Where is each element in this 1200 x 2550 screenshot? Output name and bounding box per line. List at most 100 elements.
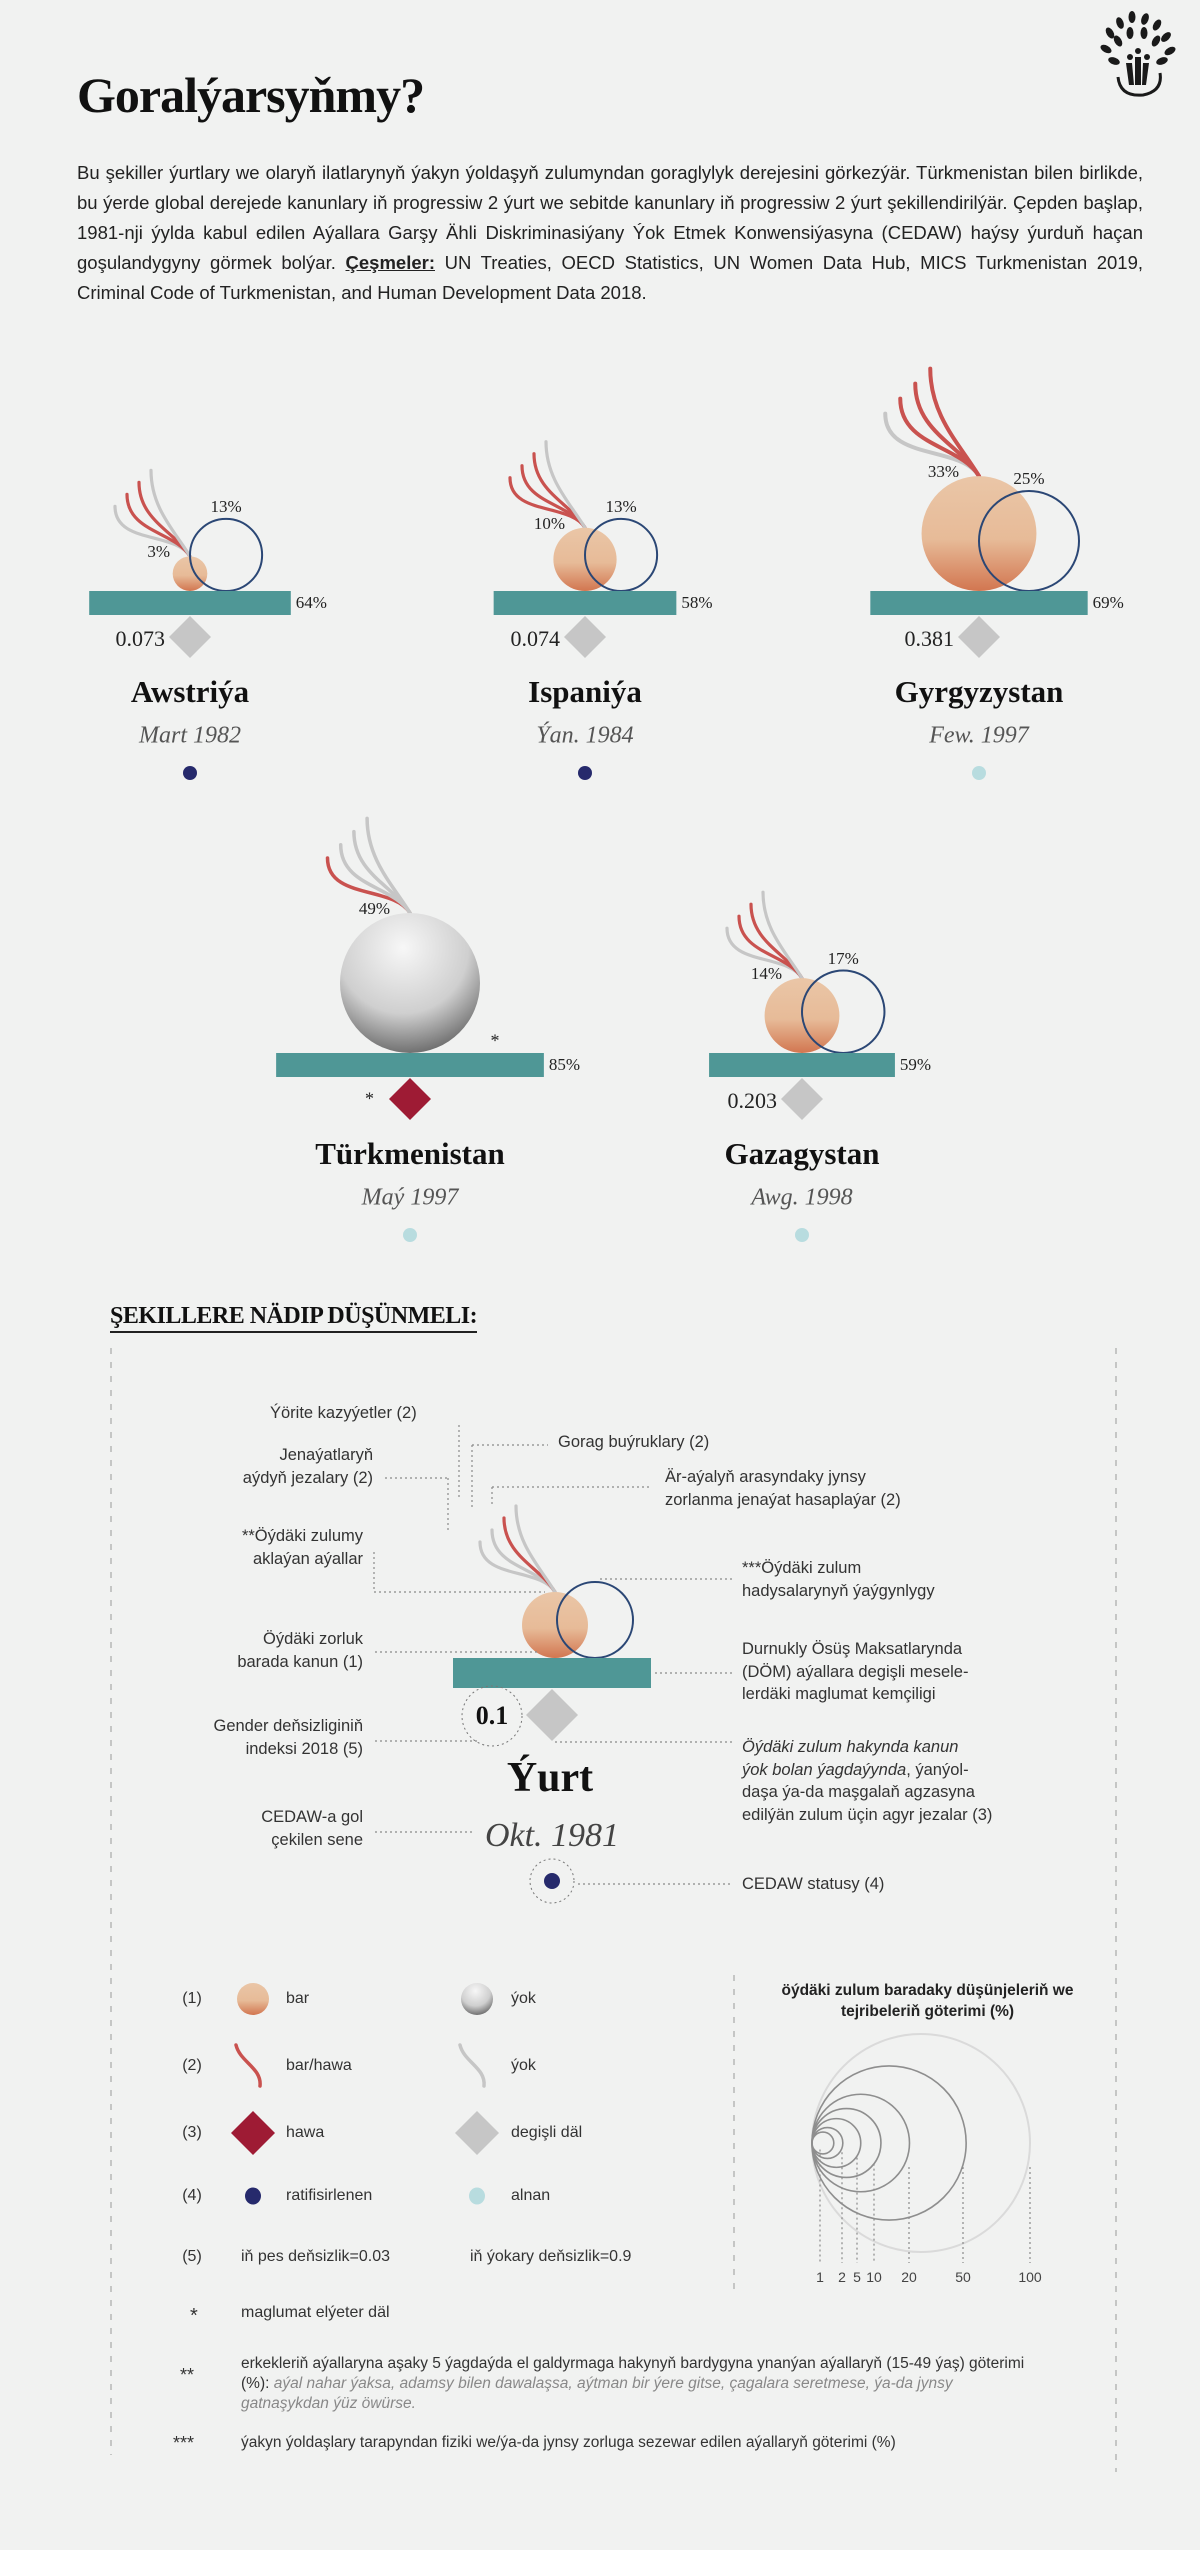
justification-label: 10%: [533, 513, 565, 533]
label-protection-orders: Gorag buýruklary (2): [558, 1433, 710, 1451]
legend-label: iň pes deňsizlik=0.03: [241, 2248, 390, 2265]
label-line: indeksi 2018 (5): [245, 1739, 363, 1758]
legend-label: iň ýokary deňsizlik=0.9: [470, 2248, 632, 2265]
legend-number: (4): [182, 2187, 202, 2204]
country-name: Awstriýa: [130, 674, 250, 709]
size-legend-title: öýdäki zulum baradaky düşünjeleriň we te…: [781, 1982, 1074, 2020]
guide-bar: [453, 1658, 651, 1688]
prevalence-label: 17%: [827, 948, 859, 968]
law-plume-no: [544, 440, 587, 530]
label-line: ýok bolan ýagdaýynda: [742, 1760, 907, 1779]
prevalence-label: 13%: [210, 496, 242, 516]
label-line: edilýän zulum üçin agyr jezalar (3): [742, 1805, 993, 1824]
sdg-data-label: 85%: [548, 1055, 581, 1074]
footnote-tstar: ýakyn ýoldaşlary tarapyndan fiziki we/ýa…: [241, 2434, 896, 2451]
footnote-star-mark: *: [190, 2305, 198, 2327]
size-tick-label: 100: [1018, 2269, 1042, 2285]
gii-value: 0.073: [115, 626, 166, 651]
legend-number: (2): [182, 2057, 202, 2074]
legend-label: alnan: [511, 2187, 551, 2204]
size-legend-circle: [811, 2107, 882, 2179]
label-line: Gender deňsizliginiň: [213, 1717, 363, 1735]
violence-justification-ball: [340, 913, 480, 1053]
label-justify-violence: **Öýdäki zulumy aklaýan aýallar: [242, 1525, 363, 1570]
label-line: lerdäki maglumat kemçiligi: [742, 1685, 936, 1703]
label-line: çekilen sene: [271, 1830, 363, 1849]
legend-diamond-yes-icon: [231, 2111, 275, 2155]
sdg-data-label: 59%: [899, 1055, 932, 1074]
country-name: Ispaniýa: [528, 674, 642, 709]
legend-dot-ratified-icon: [245, 2187, 261, 2205]
prevalence-circle: [584, 517, 659, 592]
legend-plume-no-icon: [458, 2043, 486, 2088]
label-line: hadysalarynyň ýaýgynlygy: [742, 1581, 935, 1600]
sources-label: Çeşmeler:: [345, 252, 435, 273]
legend-label: hawa: [286, 2124, 325, 2141]
size-legend-circle: [811, 2117, 862, 2169]
label-prevalence: ***Öýdäki zulum hadysalarynyň ýaýgynlygy: [742, 1557, 935, 1602]
label-line: aýdyň jezalary (2): [242, 1468, 373, 1487]
footnote-text: erkekleriň aýallaryna aşaky 5 ýagdaýda e…: [241, 2355, 1025, 2392]
legend-label: ýok: [511, 1990, 536, 2007]
guide-cedaw-dot: [544, 1873, 560, 1889]
size-legend-circle: [811, 2065, 967, 2221]
missing-data-asterisk: *: [490, 1030, 500, 1051]
guide-date: Okt. 1981: [484, 1817, 620, 1854]
size-legend-circle: [811, 2131, 835, 2155]
sdg-data-bar: [89, 591, 291, 615]
legend-number: (1): [182, 1990, 202, 2007]
page-title: Goralýarsyňmy?: [77, 67, 425, 123]
footnote-dstar-mark: **: [180, 2365, 195, 2385]
sdg-data-label: 64%: [295, 593, 327, 612]
size-tick-label: 1: [816, 2269, 824, 2285]
intro-paragraph: Bu şekiller ýurtlary we olaryň ilatlaryn…: [77, 158, 1143, 308]
sdg-data-bar: [276, 1053, 544, 1077]
label-line: Jenaýatlaryň: [279, 1446, 373, 1464]
penalty-diamond: [169, 616, 211, 658]
justification-label: 3%: [147, 542, 170, 562]
label-gii: Gender deňsizliginiň indeksi 2018 (5): [213, 1715, 363, 1760]
label-penalties-no-law: Öýdäki zulum hakynda kanun ýok bolan ýagd…: [742, 1736, 992, 1826]
label-line: Durnukly Ösüş Maksatlarynda: [742, 1640, 963, 1658]
label-cedaw-status: CEDAW statusy (4): [742, 1875, 885, 1893]
label-line: ***Öýdäki zulum: [742, 1559, 862, 1577]
prevalence-circle: [189, 517, 264, 592]
label-cedaw-year: CEDAW-a gol çekilen sene: [261, 1806, 363, 1851]
country-name: Türkmenistan: [315, 1136, 505, 1171]
law-plume-no: [149, 468, 192, 558]
legend-label: ýok: [511, 2057, 536, 2074]
justification-label: 14%: [750, 964, 782, 984]
guide-gii-value: 0.1: [475, 1701, 509, 1730]
gii-value: 0.074: [510, 626, 561, 651]
guide-gii-circle: [461, 1685, 523, 1747]
penalty-diamond: [958, 616, 1000, 658]
size-tick-label: 50: [955, 2269, 971, 2285]
label-line: (DÖM) aýallara degişli mesele-: [742, 1662, 969, 1681]
cedaw-status-dot: [403, 1228, 417, 1242]
label-line: aklaýan aýallar: [252, 1549, 363, 1568]
label-line: CEDAW-a gol: [261, 1808, 363, 1826]
cedaw-date: Few. 1997: [929, 722, 1029, 749]
label-line: daşa ýa-da maşgalaň agzasyna: [742, 1783, 975, 1801]
penalty-diamond: [564, 616, 606, 658]
tree-people-logo-icon: [1100, 11, 1176, 97]
prevalence-label: 13%: [605, 496, 637, 516]
size-tick-label: 20: [901, 2269, 917, 2285]
cedaw-date: Mart 1982: [139, 722, 241, 749]
cedaw-date: Ýan. 1984: [536, 722, 634, 749]
law-plume-no: [761, 890, 804, 980]
law-plume-no: [514, 1504, 557, 1594]
label-penalties: Jenaýatlaryň aýdyň jezalary (2): [243, 1444, 373, 1489]
law-plume-yes: [928, 366, 981, 479]
label-line: Är-aýalyň arasyndaky jynsy: [665, 1468, 866, 1486]
label-special-courts: Ýörite kazyýetler (2): [270, 1404, 417, 1422]
guide-country-name: Ýurt: [506, 1755, 594, 1801]
size-tick-label: 10: [866, 2269, 882, 2285]
gii-asterisk: *: [365, 1088, 374, 1109]
justification-label: 33%: [927, 462, 959, 482]
label-line: Öýdäki zulum hakynda kanun: [742, 1738, 959, 1756]
guide-ball: [522, 1592, 588, 1658]
label-line: zorlanma jenaýat hasaplaýar (2): [665, 1490, 901, 1509]
legend-label: ratifisirlenen: [286, 2187, 373, 2204]
